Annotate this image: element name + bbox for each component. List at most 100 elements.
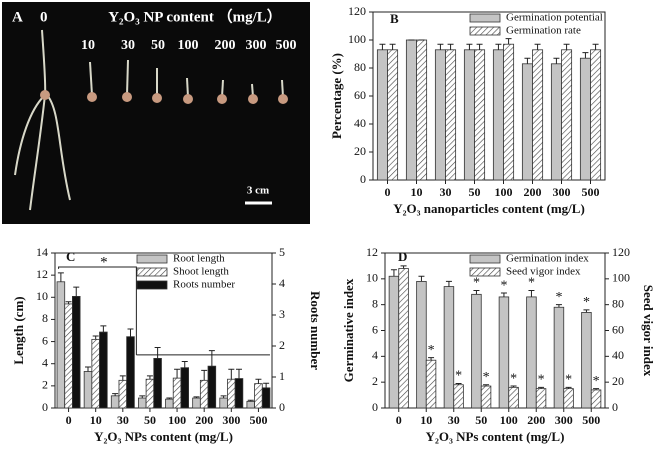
bar: [192, 397, 201, 409]
concentration-label: 10: [81, 38, 95, 53]
x-tick-label: 300: [555, 413, 573, 427]
error-bar: [85, 366, 92, 372]
bar: [492, 49, 504, 181]
bar: [138, 397, 147, 409]
error-bar: [483, 384, 490, 387]
legend-label: Germination rate: [506, 25, 581, 37]
error-bar: [445, 280, 452, 287]
concentration-label: 300: [246, 38, 267, 53]
concentration-label: 30: [121, 38, 135, 53]
plot-frame: [54, 252, 273, 409]
error-bar: [127, 328, 134, 337]
bar: [471, 293, 482, 409]
bar: [434, 49, 446, 181]
x-axis-label: Y₂O₃ nanoparticles content (mg/L): [393, 201, 585, 216]
bar: [453, 384, 464, 409]
error-bar: [193, 396, 200, 399]
y2-tick-label: 5: [279, 245, 285, 259]
y-tick-label: 10: [366, 271, 378, 285]
bar: [579, 57, 591, 181]
legend-label: Germination index: [506, 253, 589, 265]
y2-tick-label: 1: [279, 369, 285, 383]
error-bar: [528, 289, 535, 297]
panel-label: A: [12, 9, 23, 25]
y-tick-label: 40: [354, 116, 366, 130]
panel-label: C: [66, 249, 75, 264]
bar: [498, 296, 510, 409]
error-bar: [593, 388, 600, 390]
significance-mark: *: [455, 369, 462, 384]
bar: [550, 63, 562, 181]
y-tick-label: 12: [36, 267, 48, 281]
legend-swatch: [136, 254, 168, 264]
bar: [91, 338, 100, 409]
legend-swatch: [469, 26, 501, 36]
error-bar: [524, 57, 531, 64]
significance-mark: *: [500, 278, 507, 293]
error-bar: [428, 357, 435, 361]
x-tick-label: 30: [440, 185, 452, 199]
x-tick-label: 0: [385, 185, 391, 199]
y-tick-label: 8: [372, 296, 378, 310]
y2-tick-label: 80: [612, 296, 624, 310]
y2-tick-label: 3: [279, 307, 285, 321]
y-axis-label: Germinative index: [341, 278, 356, 382]
y2-tick-label: 20: [612, 374, 624, 388]
bar: [246, 400, 255, 409]
error-bar: [100, 325, 107, 333]
error-bar: [181, 361, 188, 368]
bar: [590, 389, 602, 409]
y-tick-label: 6: [42, 333, 48, 347]
error-bar: [220, 395, 227, 399]
y-tick-label: 0: [360, 172, 366, 186]
error-bar: [146, 375, 153, 380]
bar: [416, 281, 427, 409]
error-bar: [390, 269, 397, 277]
bar: [153, 357, 162, 409]
x-tick-label: 100: [500, 413, 518, 427]
bar: [405, 39, 417, 181]
x-axis-label: Y₂O₃ NPs content (mg/L): [94, 429, 233, 444]
concentration-label: 200: [215, 38, 236, 53]
error-bar: [592, 43, 599, 50]
bar: [110, 395, 120, 409]
error-bar: [174, 368, 181, 379]
significance-mark: *: [528, 276, 535, 291]
error-bar: [476, 43, 483, 50]
error-bar: [228, 368, 235, 380]
y-tick-label: 4: [372, 348, 378, 362]
seeds: [40, 90, 288, 104]
error-bar: [563, 43, 570, 50]
bar: [416, 39, 428, 181]
error-bar: [92, 335, 99, 340]
bar: [199, 379, 209, 409]
x-tick-label: 200: [195, 413, 213, 427]
y-tick-label: 14: [36, 245, 48, 259]
error-bar: [510, 385, 517, 388]
bar: [463, 49, 475, 181]
bar: [445, 49, 457, 181]
x-tick-label: 300: [553, 185, 571, 199]
error-bar: [139, 395, 146, 399]
bar: [376, 49, 388, 181]
y2-tick-label: 0: [279, 400, 285, 414]
x-tick-label: 0: [396, 413, 402, 427]
error-bar: [379, 43, 386, 50]
x-tick-label: 300: [222, 413, 240, 427]
error-bar: [500, 292, 507, 297]
bar: [387, 49, 399, 181]
error-bar: [112, 393, 119, 396]
error-bar: [583, 309, 590, 313]
y-axis-label: Length (cm): [11, 296, 26, 364]
y2-axis-label: Roots number: [308, 291, 323, 370]
x-tick-label: 500: [249, 413, 267, 427]
y2-tick-label: 60: [612, 322, 624, 336]
error-bar: [538, 386, 545, 389]
error-bar: [455, 382, 462, 385]
y-tick-label: 0: [372, 400, 378, 414]
bar: [234, 378, 244, 409]
x-tick-label: 200: [527, 413, 545, 427]
significance-mark: *: [583, 295, 590, 310]
bar: [553, 306, 565, 409]
y-tick-label: 8: [42, 311, 48, 325]
